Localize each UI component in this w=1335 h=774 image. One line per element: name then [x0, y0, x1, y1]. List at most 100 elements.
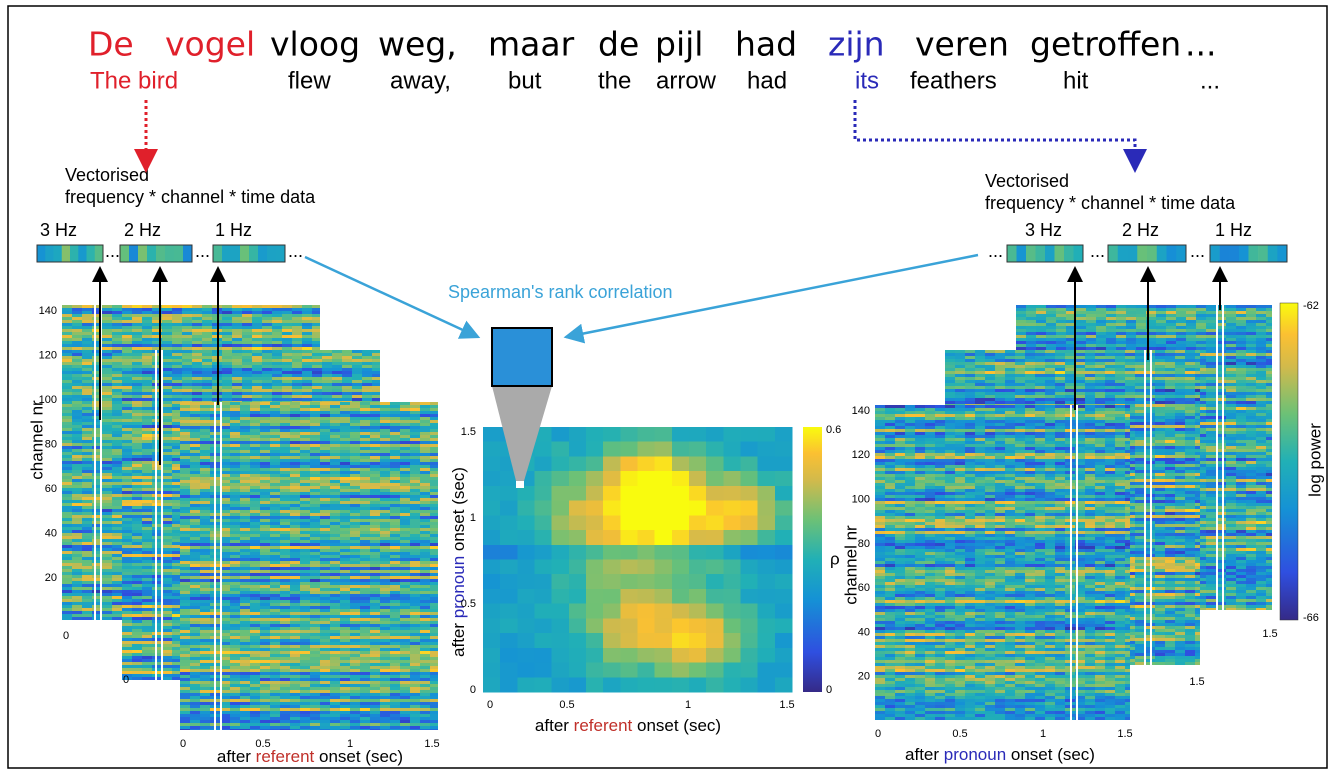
heat-cell	[132, 332, 142, 335]
heat-cell	[72, 380, 82, 383]
heat-cell	[152, 317, 162, 320]
heat-cell	[242, 362, 252, 365]
heat-cell	[162, 461, 172, 464]
heat-cell	[112, 491, 122, 494]
heat-cell	[112, 506, 122, 509]
heat-cell	[82, 392, 92, 395]
heat-cell	[232, 359, 242, 362]
heat-cell	[132, 353, 142, 356]
heat-cell	[232, 368, 242, 371]
heat-cell	[282, 347, 292, 350]
heat-cell	[292, 389, 302, 392]
heat-cell	[202, 398, 212, 401]
heat-cell	[132, 338, 142, 341]
heat-cell	[222, 380, 232, 383]
heat-cell	[132, 416, 142, 419]
heat-cell	[282, 311, 292, 314]
heat-cell	[112, 551, 122, 554]
heat-cell	[92, 452, 102, 455]
heat-cell	[62, 554, 72, 557]
heat-cell	[172, 341, 182, 344]
heat-cell	[122, 452, 132, 455]
heat-cell	[182, 335, 192, 338]
heat-cell	[102, 326, 112, 329]
heat-cell	[292, 335, 302, 338]
heat-cell	[162, 374, 172, 377]
heat-cell	[92, 458, 102, 461]
heat-cell	[122, 389, 132, 392]
heat-cell	[322, 389, 332, 392]
heat-cell	[72, 467, 82, 470]
heat-cell	[302, 317, 312, 320]
heat-cell	[302, 332, 312, 335]
heat-cell	[332, 365, 342, 368]
heat-cell	[182, 374, 192, 377]
heat-cell	[352, 383, 362, 386]
heat-cell	[102, 470, 112, 473]
heat-cell	[142, 404, 152, 407]
heat-cell	[92, 455, 102, 458]
heat-cell	[102, 560, 112, 563]
heat-cell	[292, 323, 302, 326]
heat-cell	[112, 500, 122, 503]
heat-cell	[132, 509, 142, 512]
heat-cell	[272, 320, 282, 323]
heat-cell	[102, 431, 112, 434]
heat-cell	[72, 446, 82, 449]
heat-cell	[122, 497, 132, 500]
heat-cell	[232, 338, 242, 341]
heat-cell	[202, 389, 212, 392]
heat-cell	[182, 338, 192, 341]
heat-cell	[112, 476, 122, 479]
heat-cell	[132, 320, 142, 323]
heat-cell	[272, 398, 282, 401]
heat-cell	[282, 359, 292, 362]
heat-cell	[292, 311, 302, 314]
heat-cell	[122, 386, 132, 389]
heat-cell	[152, 341, 162, 344]
heat-cell	[282, 338, 292, 341]
heat-cell	[72, 497, 82, 500]
heat-cell	[182, 320, 192, 323]
heat-cell	[202, 371, 212, 374]
heat-cell	[72, 539, 82, 542]
heat-cell	[82, 365, 92, 368]
heat-cell	[112, 416, 122, 419]
heat-cell	[132, 521, 142, 524]
heat-cell	[132, 533, 142, 536]
heat-cell	[192, 386, 202, 389]
heat-cell	[182, 323, 192, 326]
heat-cell	[192, 383, 202, 386]
heat-cell	[302, 326, 312, 329]
heat-cell	[192, 338, 202, 341]
heat-cell	[122, 599, 132, 602]
heat-cell	[142, 488, 152, 491]
heat-cell	[202, 320, 212, 323]
heat-cell	[192, 305, 202, 308]
heat-cell	[262, 380, 272, 383]
heat-cell	[142, 437, 152, 440]
heat-cell	[312, 392, 322, 395]
heat-cell	[232, 323, 242, 326]
heat-cell	[132, 446, 142, 449]
heat-cell	[142, 449, 152, 452]
heat-cell	[112, 341, 122, 344]
heat-cell	[332, 350, 342, 353]
heat-cell	[62, 608, 72, 611]
heat-cell	[92, 329, 102, 332]
heat-cell	[132, 401, 142, 404]
heat-cell	[92, 326, 102, 329]
heat-cell	[112, 611, 122, 614]
heat-cell	[172, 350, 182, 353]
heat-cell	[112, 362, 122, 365]
heat-cell	[162, 419, 172, 422]
heat-cell	[132, 458, 142, 461]
heat-cell	[242, 338, 252, 341]
heat-cell	[112, 419, 122, 422]
heat-cell	[102, 521, 112, 524]
heat-cell	[142, 440, 152, 443]
heat-cell	[162, 437, 172, 440]
heat-cell	[202, 359, 212, 362]
heat-cell	[112, 323, 122, 326]
heat-cell	[92, 395, 102, 398]
